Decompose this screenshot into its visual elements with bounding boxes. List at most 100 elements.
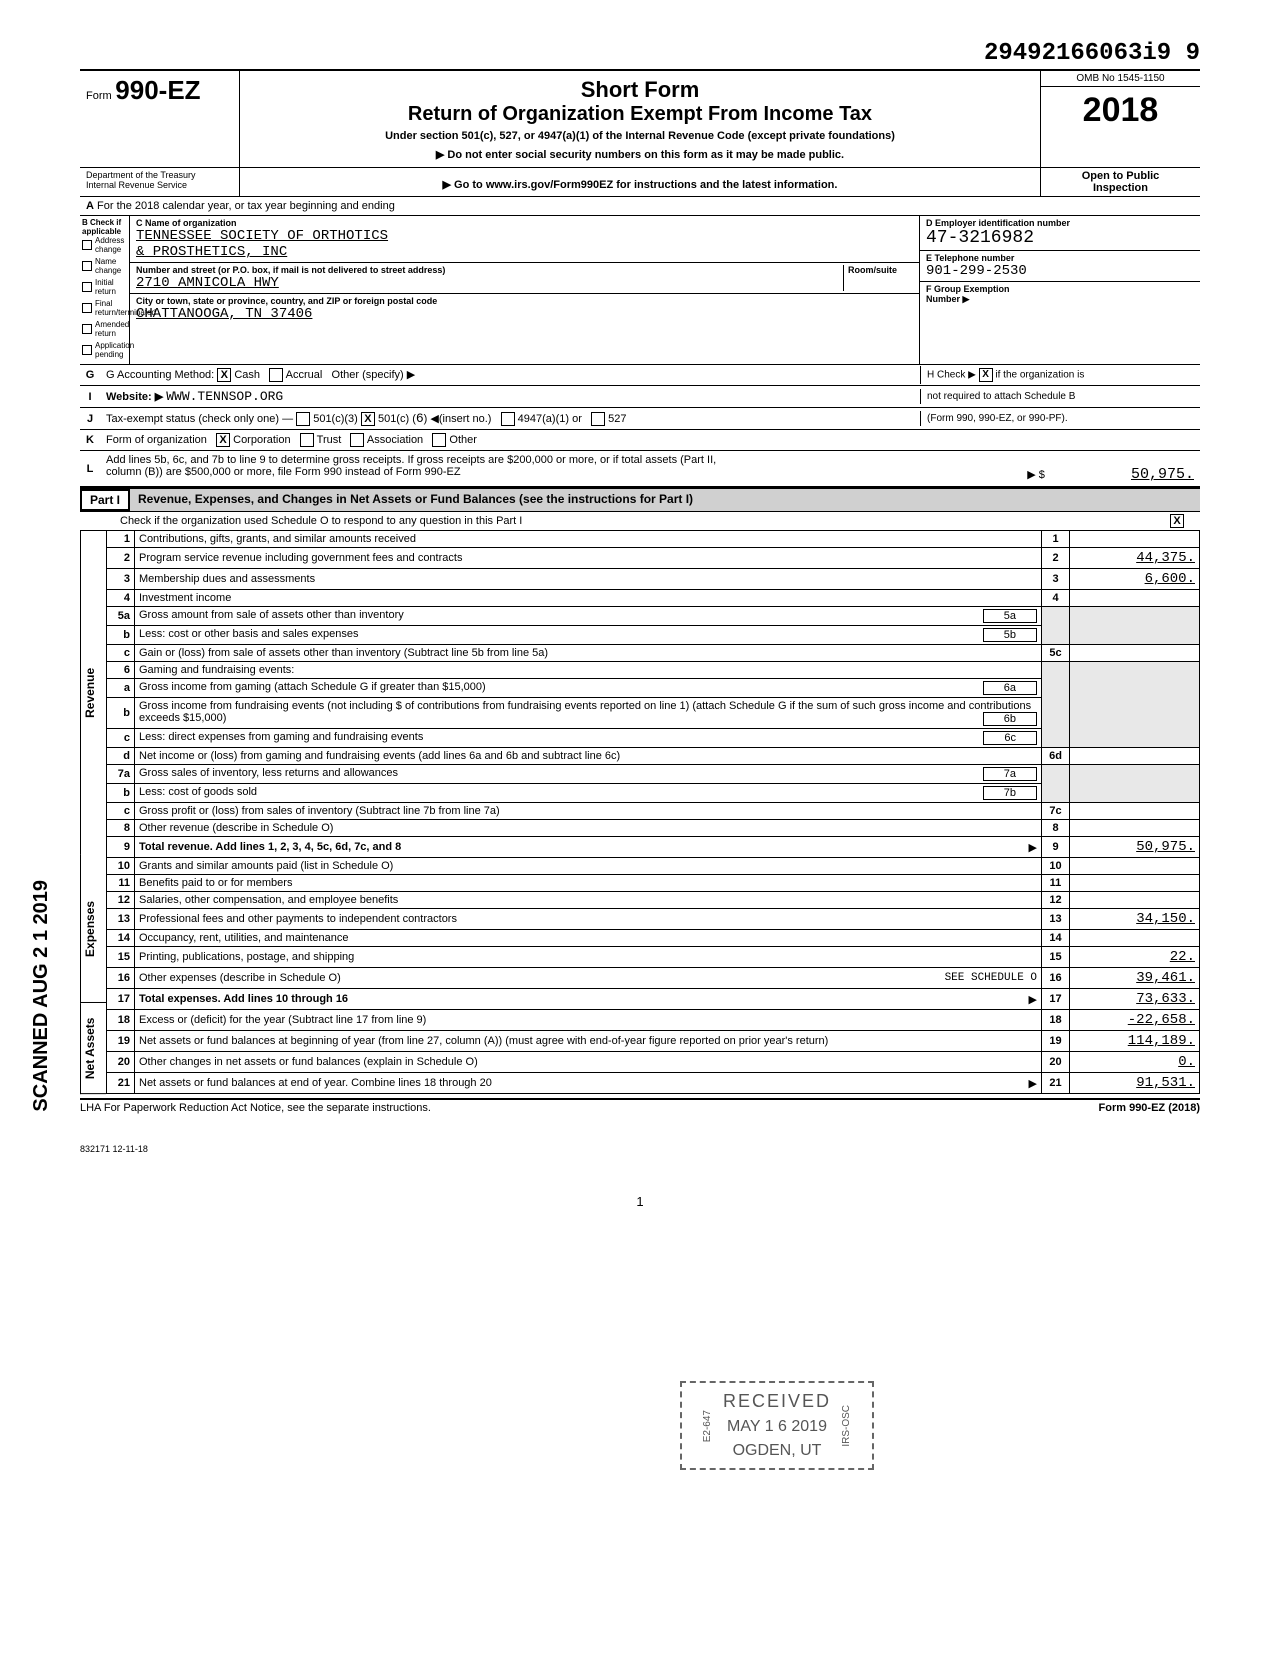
amt-9: 50,975. [1070, 837, 1200, 858]
scanned-stamp: SCANNED AUG 2 1 2019 [30, 880, 53, 1112]
check-501c[interactable]: X [361, 412, 375, 426]
page-number: 1 [80, 1194, 1200, 1209]
col-c-entity: C Name of organization TENNESSEE SOCIETY… [130, 216, 920, 364]
phone-row: E Telephone number 901-299-2530 [920, 251, 1200, 282]
label-g: G [80, 366, 100, 384]
line-h: H Check ▶ X if the organization is [920, 366, 1200, 384]
amt-18: -22,658. [1070, 1010, 1200, 1031]
amt-21: 91,531. [1070, 1073, 1200, 1094]
amt-15: 22. [1070, 947, 1200, 968]
main-form-grid: Revenue Expenses Net Assets 1Contributio… [80, 531, 1200, 1094]
line-l: L Add lines 5b, 6c, and 7b to line 9 to … [80, 451, 1200, 487]
check-association[interactable] [350, 433, 364, 447]
stamp-location: OGDEN, UT [723, 1442, 831, 1460]
footer: LHA For Paperwork Reduction Act Notice, … [80, 1098, 1200, 1114]
check-application-pending[interactable]: Application pending [82, 341, 127, 359]
line-5b: bLess: cost or other basis and sales exp… [107, 626, 1200, 645]
line-21: 21Net assets or fund balances at end of … [107, 1073, 1200, 1094]
stamp-received: RECEIVED [723, 1391, 831, 1412]
line-6: 6Gaming and fundraising events: [107, 662, 1200, 679]
check-4947[interactable] [501, 412, 515, 426]
line-i: I Website: ▶ WWW.TENNSOP.ORG not require… [80, 386, 1200, 408]
check-initial-return[interactable]: Initial return [82, 278, 127, 296]
entity-section: B Check if applicable Address change Nam… [80, 216, 1200, 365]
line-13: 13Professional fees and other payments t… [107, 909, 1200, 930]
line-17: 17Total expenses. Add lines 10 through 1… [107, 989, 1200, 1010]
line-j-text: Tax-exempt status (check only one) — 501… [100, 408, 920, 429]
check-amended[interactable]: Amended return [82, 320, 127, 338]
dept-treasury: Department of the Treasury [86, 170, 233, 180]
check-accrual[interactable] [269, 368, 283, 382]
phone-value: 901-299-2530 [926, 263, 1194, 279]
line-2: 2Program service revenue including gover… [107, 548, 1200, 569]
label-l: L [80, 460, 100, 478]
document-id-number: 29492166063i9 9 [80, 40, 1200, 67]
line-5a: 5aGross amount from sale of assets other… [107, 607, 1200, 626]
header-right: OMB No 1545-1150 2018 [1040, 71, 1200, 167]
header-row-2: Department of the Treasury Internal Reve… [80, 168, 1200, 197]
part-1-title: Revenue, Expenses, and Changes in Net As… [130, 489, 1200, 511]
line-6b: bGross income from fundraising events (n… [107, 698, 1200, 729]
check-corporation[interactable]: X [216, 433, 230, 447]
line-a-text: For the 2018 calendar year, or tax year … [97, 200, 395, 212]
check-cash[interactable]: X [217, 368, 231, 382]
amt-16: 39,461. [1070, 968, 1200, 989]
check-name-change[interactable]: Name change [82, 257, 127, 275]
line-h-3: (Form 990, 990-EZ, or 990-PF). [920, 411, 1200, 426]
check-527[interactable] [591, 412, 605, 426]
col-b-checkboxes: B Check if applicable Address change Nam… [80, 216, 130, 364]
ein-value: 47-3216982 [926, 228, 1194, 248]
check-address-change[interactable]: Address change [82, 236, 127, 254]
ein-row: D Employer identification number 47-3216… [920, 216, 1200, 251]
line-6c: cLess: direct expenses from gaming and f… [107, 729, 1200, 748]
form-lines-table: 1Contributions, gifts, grants, and simil… [106, 531, 1200, 1094]
check-trust[interactable] [300, 433, 314, 447]
line-j: J Tax-exempt status (check only one) — 5… [80, 408, 1200, 430]
check-schedule-o[interactable]: X [1170, 514, 1184, 528]
part-1-check-text: Check if the organization used Schedule … [80, 512, 1170, 530]
label-k: K [80, 431, 100, 449]
stamp-side-1: E2-647 [702, 1410, 713, 1442]
line-7c: cGross profit or (loss) from sales of in… [107, 803, 1200, 820]
group-label: F Group Exemption [926, 284, 1194, 294]
footer-form: Form 990-EZ (2018) [1099, 1102, 1200, 1114]
phone-label: E Telephone number [926, 253, 1194, 263]
stamp-side-2: IRS-OSC [841, 1405, 852, 1447]
part-1-header: Part I Revenue, Expenses, and Changes in… [80, 487, 1200, 512]
tax-year: 2018 [1041, 87, 1200, 134]
line-a: A For the 2018 calendar year, or tax yea… [80, 197, 1200, 216]
line-5c: cGain or (loss) from sale of assets othe… [107, 645, 1200, 662]
org-name-2: & PROSTHETICS, INC [136, 244, 913, 260]
title-sub: Return of Organization Exempt From Incom… [250, 103, 1030, 126]
line-i-text: Website: ▶ WWW.TENNSOP.ORG [100, 386, 920, 407]
room-label: Room/suite [848, 265, 913, 275]
line-19: 19Net assets or fund balances at beginni… [107, 1031, 1200, 1052]
open-public: Open to Public [1047, 170, 1194, 182]
check-other-org[interactable] [432, 433, 446, 447]
line-4: 4Investment income4 [107, 590, 1200, 607]
stamp-date: MAY 1 6 2019 [723, 1418, 831, 1436]
line-6a: aGross income from gaming (attach Schedu… [107, 679, 1200, 698]
line-9: 9Total revenue. Add lines 1, 2, 3, 4, 5c… [107, 837, 1200, 858]
ein-label: D Employer identification number [926, 218, 1194, 228]
org-name-1: TENNESSEE SOCIETY OF ORTHOTICS [136, 228, 913, 244]
title-main: Short Form [250, 77, 1030, 103]
line-g-text: G Accounting Method: X Cash Accrual Othe… [100, 365, 920, 385]
line-l-text-2: column (B)) are $500,000 or more, file F… [106, 466, 461, 483]
open-inspection: Open to Public Inspection [1040, 168, 1200, 196]
line-8: 8Other revenue (describe in Schedule O)8 [107, 820, 1200, 837]
col-de: D Employer identification number 47-3216… [920, 216, 1200, 364]
omb-number: OMB No 1545-1150 [1041, 71, 1200, 87]
check-final-return[interactable]: Final return/terminated [82, 299, 127, 317]
footer-code: 832171 12-11-18 [80, 1144, 1200, 1154]
line-15: 15Printing, publications, postage, and s… [107, 947, 1200, 968]
form-number-box: Form 990-EZ [80, 71, 240, 167]
check-501c3[interactable] [296, 412, 310, 426]
footer-lha: LHA For Paperwork Reduction Act Notice, … [80, 1102, 431, 1114]
line-14: 14Occupancy, rent, utilities, and mainte… [107, 930, 1200, 947]
line-11: 11Benefits paid to or for members11 [107, 875, 1200, 892]
check-h[interactable]: X [979, 368, 993, 382]
org-name-label: C Name of organization [136, 218, 913, 228]
received-stamp: E2-647 RECEIVED MAY 1 6 2019 OGDEN, UT I… [680, 1381, 874, 1470]
form-number: 990-EZ [115, 75, 200, 105]
